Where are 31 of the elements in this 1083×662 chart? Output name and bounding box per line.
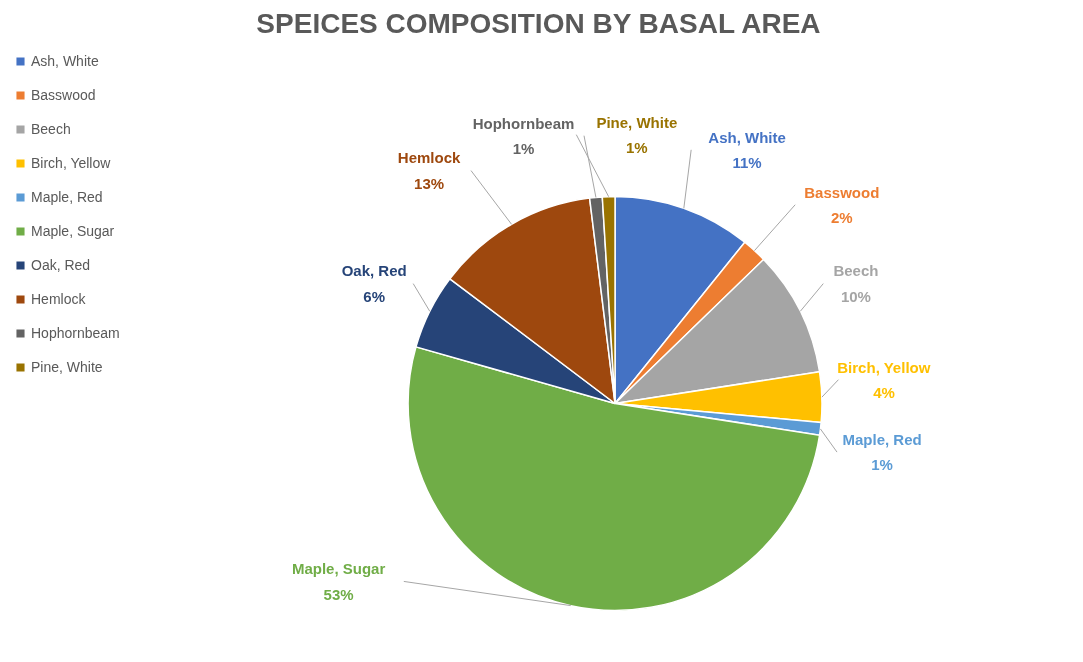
legend-label: Beech bbox=[31, 121, 71, 137]
data-label: 10% bbox=[840, 287, 871, 305]
slice-label: Birch, Yellow bbox=[837, 358, 931, 376]
legend-label: Hemlock bbox=[31, 291, 86, 307]
slice-label: Maple, Red bbox=[842, 430, 922, 448]
legend-label: Pine, White bbox=[31, 359, 103, 375]
legend-label: Oak, Red bbox=[31, 257, 91, 273]
legend-label: Maple, Sugar bbox=[31, 223, 115, 239]
data-label: 6% bbox=[363, 287, 386, 305]
data-label: 13% bbox=[414, 174, 445, 192]
data-label: 2% bbox=[830, 208, 853, 226]
data-label: 1% bbox=[871, 456, 893, 474]
legend-label: Birch, Yellow bbox=[31, 155, 111, 171]
slice-label: Hemlock bbox=[397, 149, 462, 167]
data-label: 53% bbox=[323, 585, 354, 603]
data-label: 1% bbox=[512, 139, 535, 157]
slice-label: Hophornbeam bbox=[472, 114, 575, 132]
slice-label: Beech bbox=[833, 262, 879, 280]
slice-label: Pine, White bbox=[596, 113, 678, 131]
data-label: 4% bbox=[873, 383, 895, 401]
slice-label: Oak, Red bbox=[341, 262, 407, 280]
slice-label: Basswood bbox=[804, 183, 880, 201]
legend-label: Ash, White bbox=[31, 53, 99, 69]
legend-label: Hophornbeam bbox=[31, 325, 120, 341]
chart-title: SPEICES COMPOSITION BY BASAL AREA bbox=[256, 7, 821, 39]
slice-label: Ash, White bbox=[708, 128, 786, 146]
legend-label: Basswood bbox=[31, 87, 96, 103]
data-label: 11% bbox=[732, 153, 762, 171]
data-label: 1% bbox=[626, 138, 648, 156]
slice-label: Maple, Sugar bbox=[291, 560, 386, 578]
legend-label: Maple, Red bbox=[31, 189, 103, 205]
